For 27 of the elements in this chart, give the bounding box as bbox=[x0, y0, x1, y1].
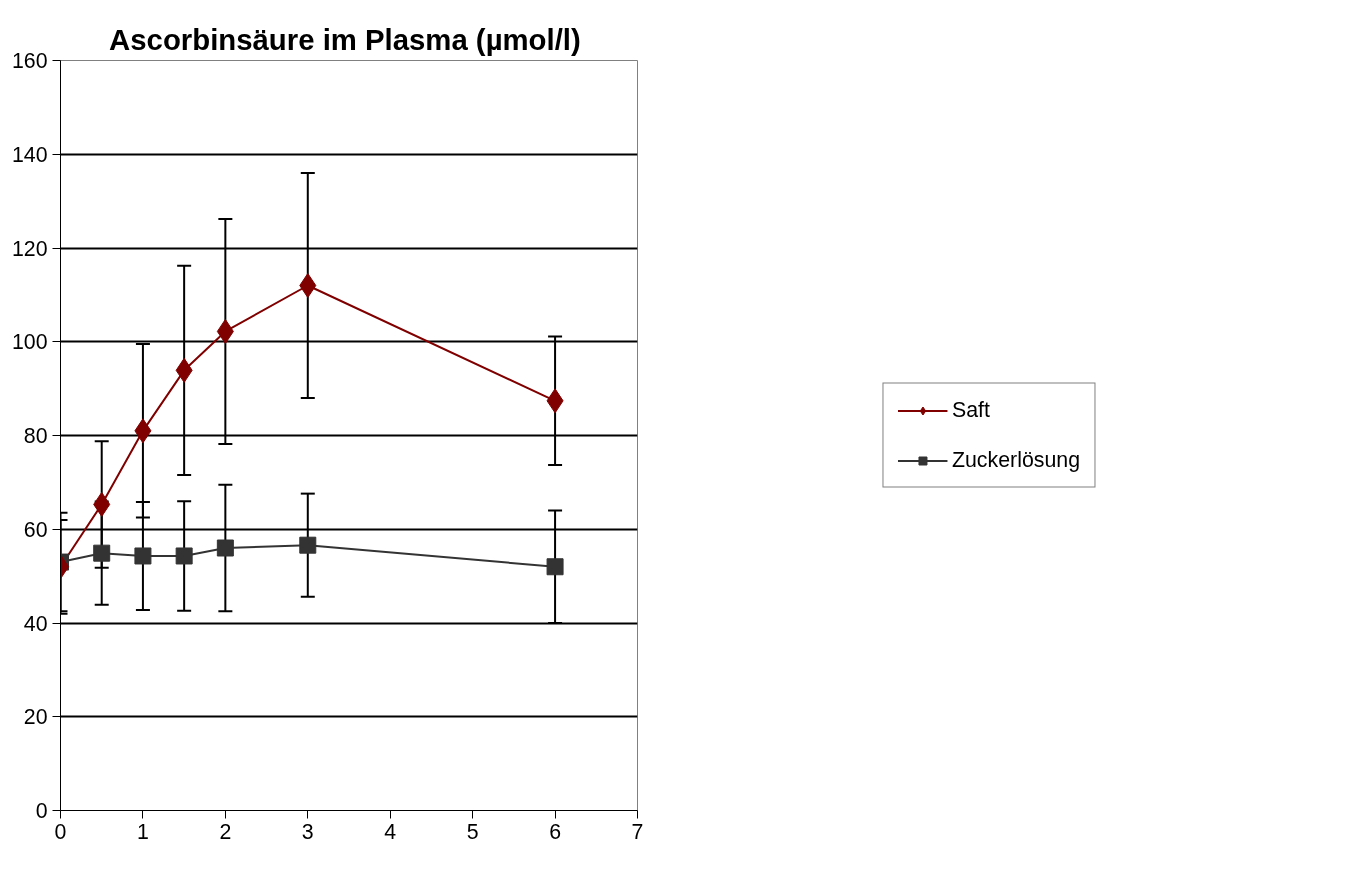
y-tick-label: 20 bbox=[23, 705, 48, 730]
y-tick-label: 40 bbox=[23, 611, 48, 636]
y-tick-label: 60 bbox=[23, 517, 48, 542]
x-tick-label: 4 bbox=[384, 819, 397, 844]
point bbox=[93, 544, 111, 562]
x-tick-label: 1 bbox=[137, 819, 149, 844]
point bbox=[134, 547, 152, 565]
x-tick-label: 7 bbox=[631, 819, 644, 844]
x-tick-label: 5 bbox=[466, 819, 479, 844]
point bbox=[546, 558, 564, 576]
chart-title: Ascorbinsäure im Plasma (µmol/l) bbox=[109, 22, 581, 56]
point bbox=[299, 273, 317, 298]
x-tick-label: 3 bbox=[301, 819, 314, 844]
y-tick-label: 120 bbox=[11, 236, 48, 261]
x-tick-label: 6 bbox=[549, 819, 562, 844]
y-tick-label: 100 bbox=[11, 330, 48, 355]
legend-label: Zuckerlösung bbox=[951, 447, 1081, 473]
x-tick-label: 0 bbox=[54, 819, 67, 844]
y-tick-label: 80 bbox=[23, 424, 48, 448]
point bbox=[216, 539, 234, 557]
legend-label: Saft bbox=[951, 397, 990, 423]
y-tick-label: 160 bbox=[11, 49, 48, 73]
point bbox=[175, 547, 193, 565]
x-tick-label: 2 bbox=[219, 819, 232, 844]
y-tick-label: 140 bbox=[11, 142, 48, 167]
point bbox=[299, 536, 317, 554]
y-tick-label: 0 bbox=[35, 799, 48, 823]
